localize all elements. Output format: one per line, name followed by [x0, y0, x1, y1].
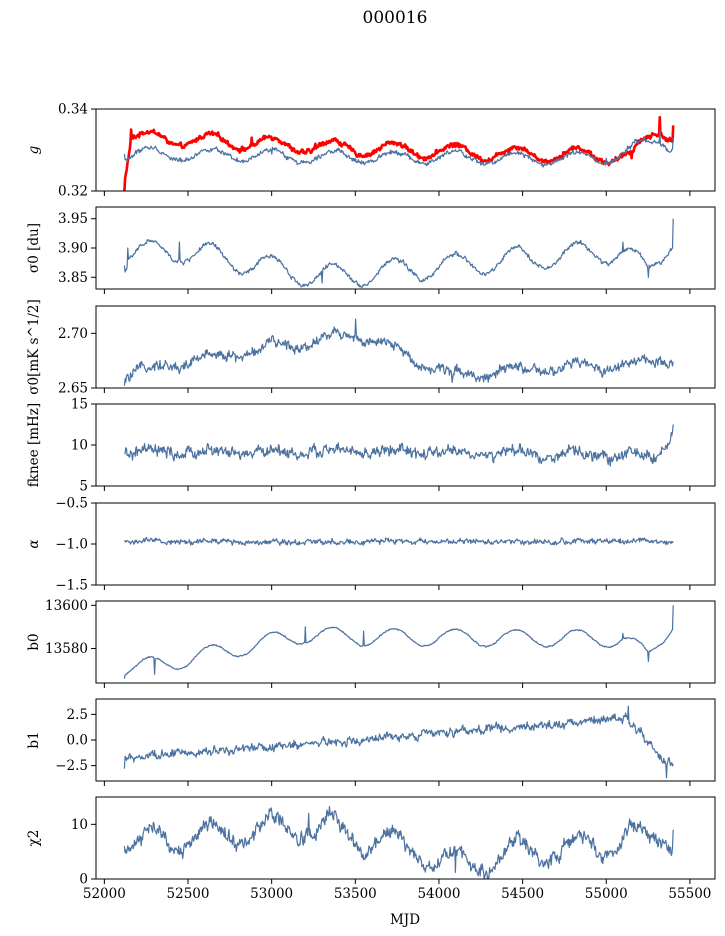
panel-traces [124, 424, 674, 467]
y-axis-label: b1 [26, 731, 42, 748]
panel-3: 2.65 2.70 σ0[mK s^1/2] [26, 299, 716, 397]
y-tick-label: −1.0 [55, 537, 88, 553]
y-axis-label: α [26, 539, 42, 548]
y-tick-label: 0.0 [67, 733, 88, 749]
y-axis-label: g [26, 145, 42, 154]
panel-frame [95, 305, 716, 389]
y-tick-label: 3.95 [58, 211, 88, 227]
x-tick-label: 52000 [83, 886, 126, 902]
y-tick-label: −2.5 [55, 758, 88, 774]
panel-1: 0.32 0.34 g [26, 102, 716, 200]
y-tick-label: 3.90 [58, 241, 88, 257]
panel-frame [95, 600, 716, 684]
panel-7: −2.5 0.0 2.5 b1 [26, 698, 716, 786]
y-tick-label: 0.34 [58, 102, 88, 118]
panel-frame [95, 108, 716, 192]
panel-traces [123, 318, 674, 386]
y-tick-label: 2.5 [67, 707, 88, 723]
panels: 0.32 0.34 g 3.85 3.90 3.95 σ0 [du] 2.65 2.70 σ0[m… [26, 102, 716, 902]
panel-5: −1.5 −1.0 −0.5 α [26, 496, 716, 594]
series-line-alpha [123, 537, 674, 547]
y-tick-label: 0 [79, 872, 88, 888]
y-tick-label: 15 [71, 397, 88, 413]
y-tick-label: −1.5 [55, 578, 88, 594]
y-tick-label: 2.70 [58, 326, 88, 342]
y-tick-label: 3.85 [58, 270, 88, 286]
y-tick-label: 10 [71, 817, 88, 833]
x-tick-label: 53500 [334, 886, 377, 902]
y-tick-label: 5 [79, 479, 88, 495]
y-tick-label: −0.5 [55, 496, 88, 512]
panel-traces [123, 605, 674, 679]
panel-frame [95, 796, 716, 880]
x-tick-label: 54000 [417, 886, 460, 902]
y-tick-label: 2.65 [58, 381, 88, 397]
y-axis-label: σ0 [du] [26, 223, 42, 273]
panel-traces [123, 218, 674, 288]
panel-traces [123, 806, 674, 879]
y-axis-label: σ0[mK s^1/2] [26, 299, 42, 394]
y-tick-label: 10 [71, 438, 88, 454]
series-line-b1 [123, 705, 674, 779]
x-tick-label: 54500 [501, 886, 544, 902]
series-line-b0 [123, 605, 674, 679]
panel-traces [123, 115, 675, 191]
panel-8: 0 10 52000 52500 53000 53500 54000 54500 55000 55… [26, 796, 716, 902]
y-axis-label: fknee [mHz] [26, 403, 42, 487]
x-tick-label: 55000 [585, 886, 628, 902]
panel-4: 5 10 15 fknee [mHz] [26, 397, 716, 495]
y-tick-label: 13600 [45, 598, 88, 614]
panel-6: 13580 13600 b0 [26, 598, 716, 688]
x-axis-label: MJD [390, 912, 420, 928]
y-tick-label: 13580 [45, 641, 88, 657]
y-axis-label: χ2 [26, 830, 42, 847]
y-tick-label: 0.32 [58, 184, 88, 200]
panel-traces [123, 537, 674, 547]
x-tick-label: 53000 [250, 886, 293, 902]
y-axis-label: b0 [26, 633, 42, 650]
series-line-f-knee [124, 424, 674, 467]
x-tick-label: 52500 [167, 886, 210, 902]
figure-title: 000016 [363, 8, 428, 28]
panel-traces [123, 705, 674, 779]
panel-2: 3.85 3.90 3.95 σ0 [du] [26, 206, 716, 294]
series-line-sigma0-mk [123, 318, 674, 386]
series-line-g-fitted- [123, 128, 674, 168]
series-line-chi2 [123, 806, 674, 879]
series-line-sigma0-du [123, 218, 674, 288]
x-tick-label: 55500 [668, 886, 711, 902]
series-line-g-red-reference- [123, 115, 675, 191]
